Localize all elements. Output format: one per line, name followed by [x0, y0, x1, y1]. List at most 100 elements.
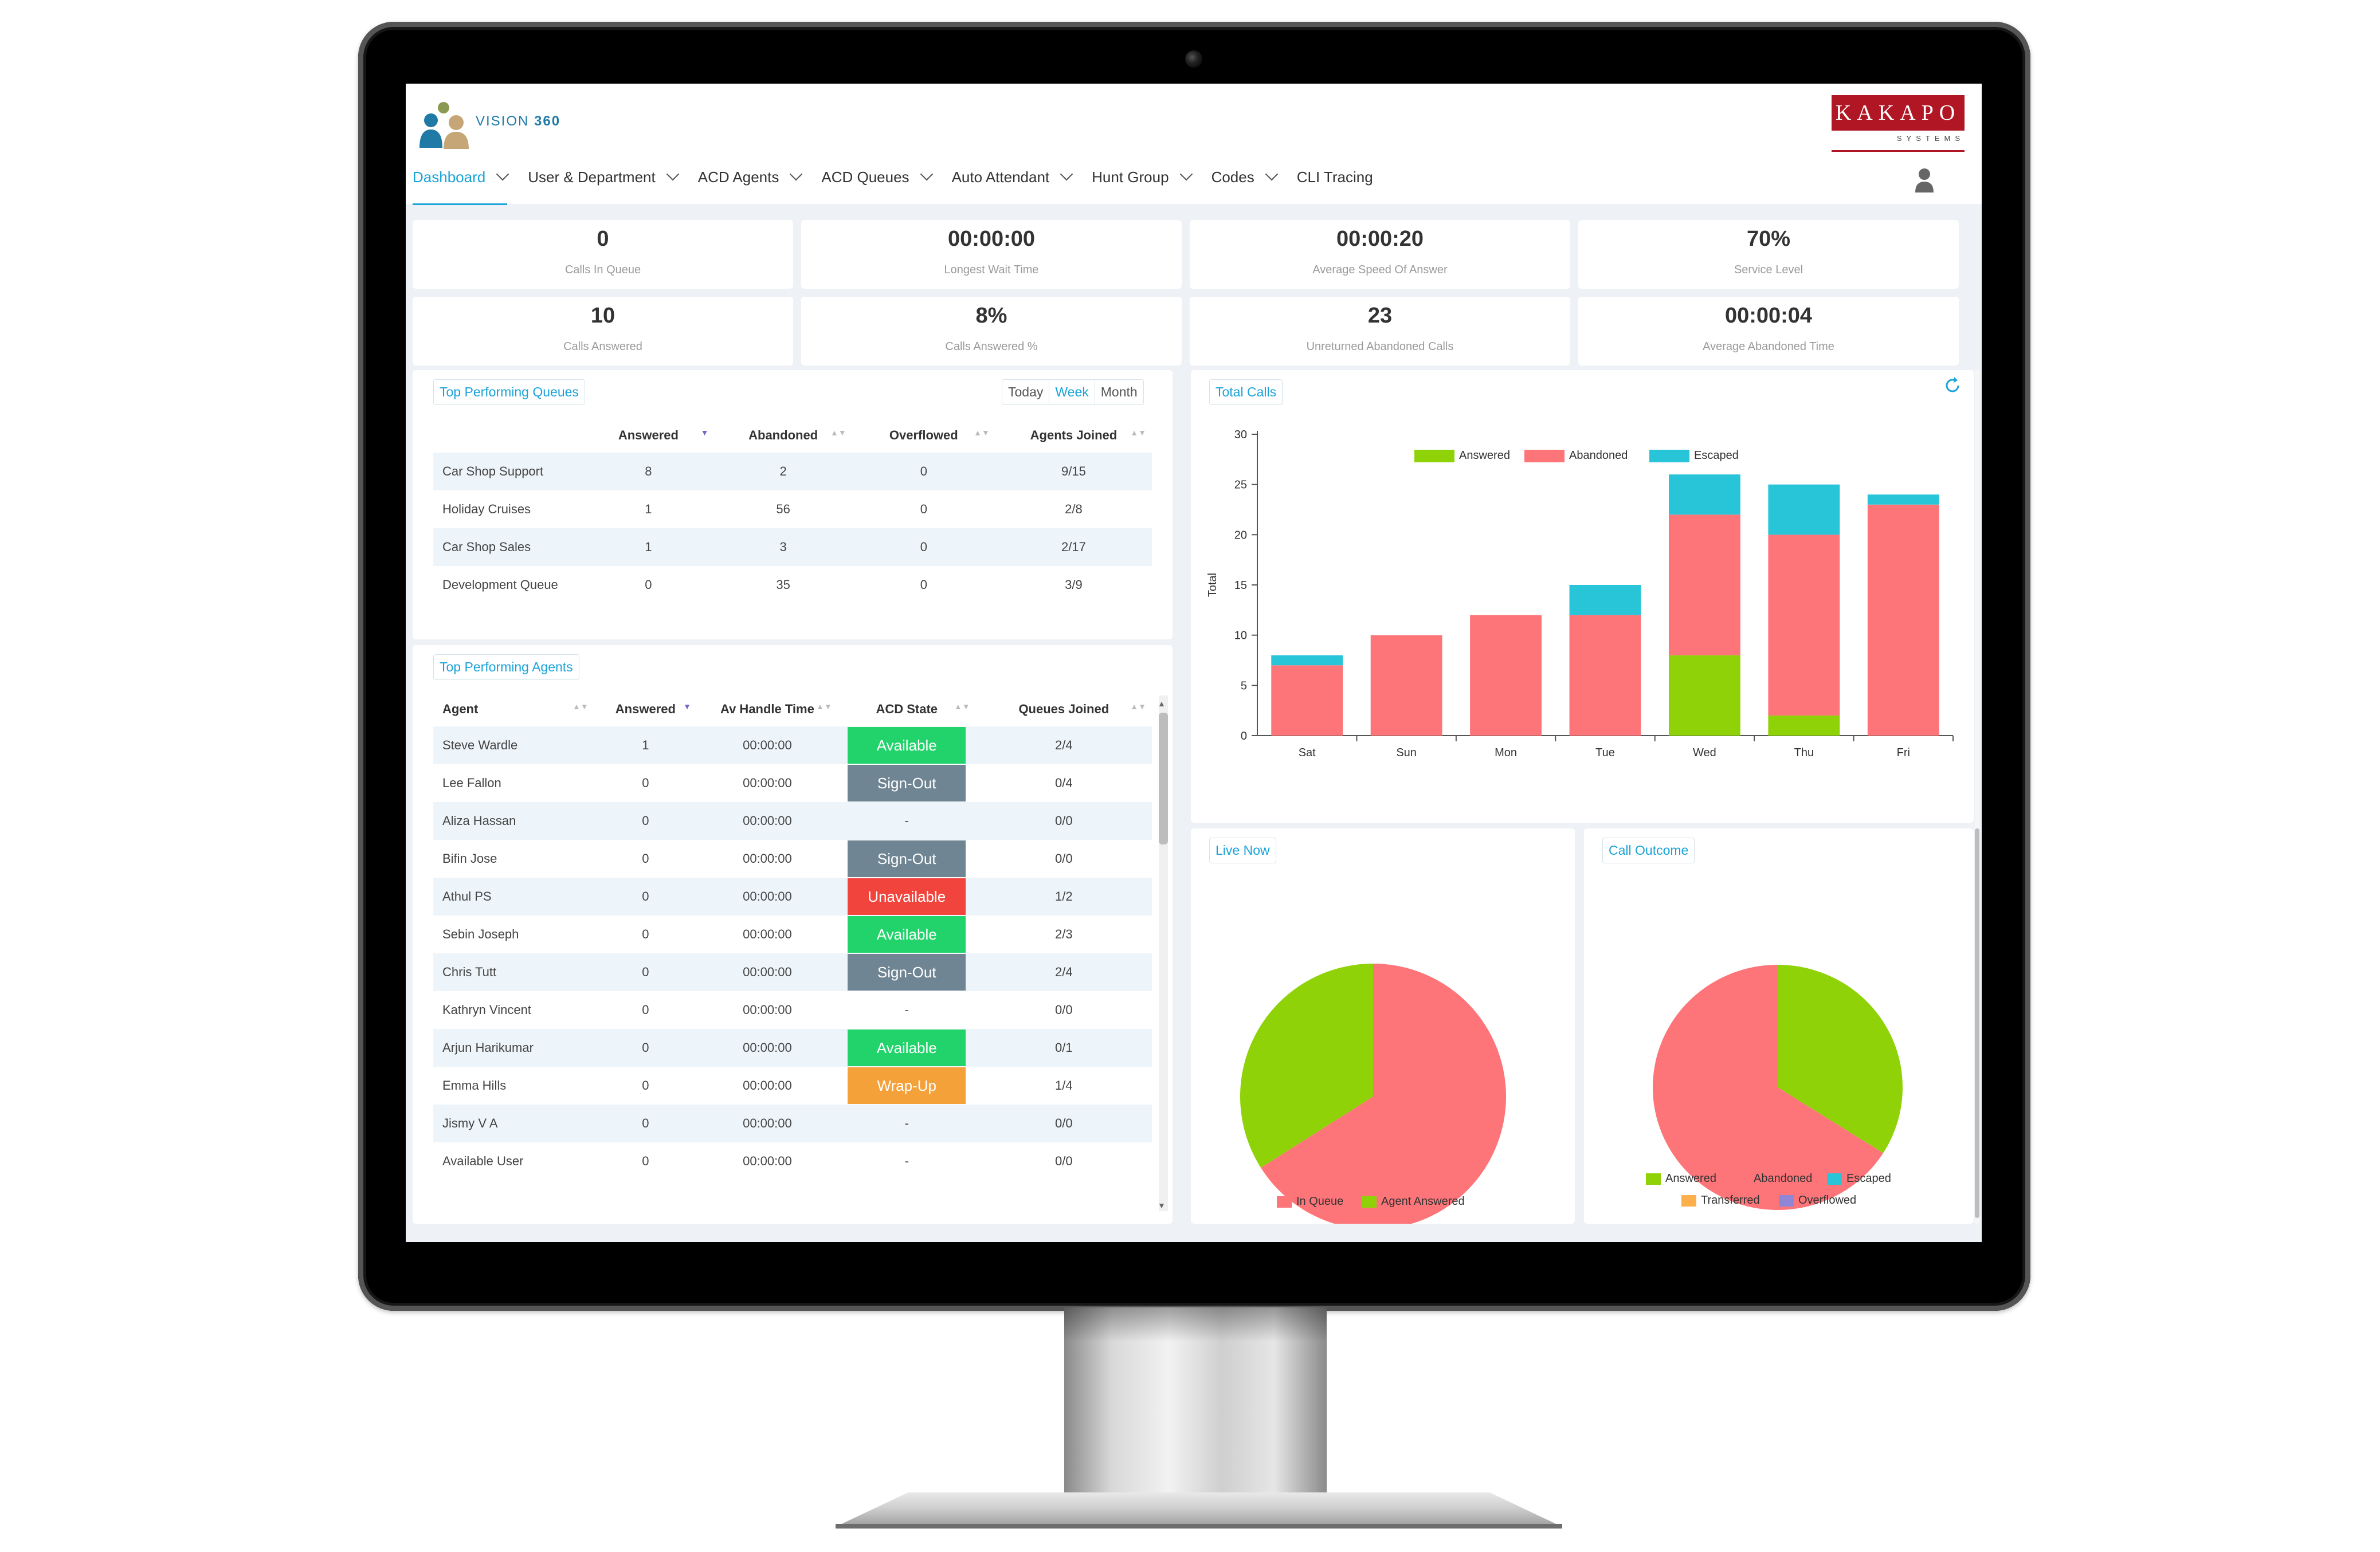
col-header-overflowed[interactable]: Overflowed ▲▼	[852, 418, 995, 453]
bar-escaped-wed[interactable]	[1668, 474, 1740, 515]
nav-cli-tracing[interactable]: CLI Tracing	[1297, 164, 1373, 190]
bar-escaped-fri[interactable]	[1867, 494, 1939, 505]
sort-icon[interactable]: ▲▼	[1130, 702, 1146, 711]
col-header-answered[interactable]: Answered ▼	[582, 418, 714, 453]
legend-answered[interactable]: Answered	[1414, 449, 1510, 462]
agent-queues-text: 0/0	[1055, 1116, 1073, 1130]
legend-overflowed[interactable]: Overflowed	[1779, 1194, 1856, 1207]
agent-agent-text: Athul PS	[442, 889, 492, 903]
col-header-agents-joined[interactable]: Agents Joined ▲▼	[995, 418, 1152, 453]
agent-cell-state: -	[837, 1105, 976, 1142]
nav-codes[interactable]: Codes	[1211, 164, 1279, 190]
pie-slice-abandoned[interactable]	[1653, 965, 1884, 1210]
col-header-acd-state[interactable]: ACD State ▲▼	[838, 692, 976, 726]
legend-escaped[interactable]: Escaped	[1649, 449, 1739, 462]
bar-escaped-thu[interactable]	[1768, 484, 1840, 535]
y-tick-label: 15	[1234, 579, 1247, 592]
col-header-queues-joined[interactable]: Queues Joined ▲▼	[976, 692, 1152, 726]
page-scrollbar[interactable]	[1975, 370, 1979, 1224]
range-today-button[interactable]: Today	[1002, 380, 1050, 404]
pie-slice-agent-answered[interactable]	[1240, 964, 1373, 1168]
agents-scrollbar-thumb[interactable]	[1159, 713, 1168, 844]
app-version: 360	[534, 113, 561, 129]
sort-icon[interactable]: ▼	[683, 702, 691, 711]
legend-abandoned[interactable]: Abandoned	[1734, 1172, 1812, 1185]
nav-auto-attendant[interactable]: Auto Attendant	[952, 164, 1073, 190]
range-week-button[interactable]: Week	[1049, 380, 1095, 404]
legend-agent-answered[interactable]: Agent Answered	[1362, 1195, 1465, 1208]
agent-cell-queues: 0/0	[976, 991, 1152, 1029]
nav-hunt-group[interactable]: Hunt Group	[1092, 164, 1193, 190]
kpi-value: 00:00:04	[1724, 304, 1813, 328]
legend-escaped[interactable]: Escaped	[1827, 1172, 1891, 1185]
legend-abandoned[interactable]: Abandoned	[1524, 449, 1628, 462]
kpi-value: 0	[597, 227, 609, 251]
nav-label: Hunt Group	[1092, 168, 1169, 186]
bar-abandoned-sat[interactable]	[1271, 665, 1343, 736]
scroll-down-icon[interactable]: ▼	[1158, 1201, 1166, 1210]
table-row[interactable]: Holiday Cruises 1 56 0 2/8	[433, 490, 1152, 528]
table-row[interactable]: Development Queue 0 35 0 3/9	[433, 566, 1152, 604]
nav-acd-queues[interactable]: ACD Queues	[821, 164, 933, 190]
page-scrollbar-thumb[interactable]	[1975, 828, 1979, 1218]
kpi-calls-answered: 10 Calls Answered	[413, 297, 793, 366]
col-header-av-handle-time[interactable]: Av Handle Time ▲▼	[697, 692, 838, 726]
sort-icon[interactable]: ▲▼	[954, 702, 970, 711]
pie-slice-answered[interactable]	[1778, 965, 1903, 1153]
bar-answered-thu[interactable]	[1768, 715, 1840, 736]
table-row[interactable]: Arjun Harikumar 0 00:00:00 Available 0/1	[433, 1029, 1152, 1067]
user-account-icon[interactable]	[1914, 167, 1935, 192]
bar-abandoned-wed[interactable]	[1668, 514, 1740, 655]
chevron-down-icon	[1060, 167, 1073, 181]
range-month-button[interactable]: Month	[1100, 384, 1138, 399]
col-header-agent[interactable]: Agent ▲▼	[433, 692, 594, 726]
col-header-answered[interactable]: Answered ▼	[594, 692, 697, 726]
table-row[interactable]: Steve Wardle 1 00:00:00 Available 2/4	[433, 726, 1152, 764]
legend-in-queue[interactable]: In Queue	[1277, 1195, 1343, 1208]
table-row[interactable]: Bifin Jose 0 00:00:00 Sign-Out 0/0	[433, 840, 1152, 878]
sort-icon[interactable]: ▲▼	[830, 428, 846, 437]
table-row[interactable]: Sebin Joseph 0 00:00:00 Available 2/3	[433, 916, 1152, 953]
table-row[interactable]: Car Shop Sales 1 3 0 2/17	[433, 528, 1152, 566]
agent-queues-text: 0/0	[1055, 1154, 1073, 1168]
legend-answered[interactable]: Answered	[1646, 1172, 1716, 1185]
scroll-up-icon[interactable]: ▲	[1158, 699, 1166, 708]
nav-dashboard[interactable]: Dashboard	[413, 164, 509, 205]
sort-icon[interactable]: ▲▼	[573, 702, 589, 711]
legend-transferred[interactable]: Transferred	[1681, 1194, 1760, 1207]
agent-cell-state: Available	[837, 1029, 976, 1067]
nav-user-department[interactable]: User & Department	[528, 164, 680, 190]
refresh-icon[interactable]	[1943, 376, 1962, 395]
bar-abandoned-thu[interactable]	[1768, 535, 1840, 716]
bar-abandoned-fri[interactable]	[1867, 504, 1939, 736]
bar-abandoned-sun[interactable]	[1370, 635, 1442, 736]
table-row[interactable]: Kathryn Vincent 0 00:00:00 - 0/0	[433, 991, 1152, 1029]
table-row[interactable]: Chris Tutt 0 00:00:00 Sign-Out 2/4	[433, 953, 1152, 991]
agent-answered-text: 0	[642, 814, 649, 828]
col-header-abandoned[interactable]: Abandoned ▲▼	[715, 418, 852, 453]
kpi-calls-in-queue: 0 Calls In Queue	[413, 220, 793, 289]
sort-icon[interactable]: ▲▼	[816, 702, 832, 711]
bar-escaped-tue[interactable]	[1569, 585, 1641, 615]
nav-label: Codes	[1211, 168, 1254, 186]
sort-icon[interactable]: ▲▼	[1130, 428, 1146, 437]
bar-answered-wed[interactable]	[1668, 655, 1740, 736]
bar-abandoned-mon[interactable]	[1470, 615, 1542, 736]
table-row[interactable]: Available User 0 00:00:00 - 0/0	[433, 1142, 1152, 1180]
table-row[interactable]: Lee Fallon 0 00:00:00 Sign-Out 0/4	[433, 764, 1152, 802]
agent-aht-text: 00:00:00	[743, 1116, 792, 1130]
bar-abandoned-tue[interactable]	[1569, 615, 1641, 736]
sort-icon[interactable]: ▲▼	[974, 428, 990, 437]
table-row[interactable]: Car Shop Support 8 2 0 9/15	[433, 453, 1152, 490]
table-row[interactable]: Jismy V A 0 00:00:00 - 0/0	[433, 1105, 1152, 1142]
table-row[interactable]: Athul PS 0 00:00:00 Unavailable 1/2	[433, 878, 1152, 916]
pie-slice-in-queue[interactable]	[1261, 964, 1506, 1224]
sort-icon[interactable]: ▼	[700, 428, 709, 437]
table-row[interactable]: Aliza Hassan 0 00:00:00 - 0/0	[433, 802, 1152, 840]
nav-acd-agents[interactable]: ACD Agents	[698, 164, 803, 190]
agent-cell-aht: 00:00:00	[697, 1142, 838, 1180]
bar-escaped-sat[interactable]	[1271, 655, 1343, 666]
agent-queues-text: 0/4	[1055, 776, 1073, 790]
table-row[interactable]: Emma Hills 0 00:00:00 Wrap-Up 1/4	[433, 1067, 1152, 1105]
agent-agent-text: Available User	[442, 1154, 524, 1168]
